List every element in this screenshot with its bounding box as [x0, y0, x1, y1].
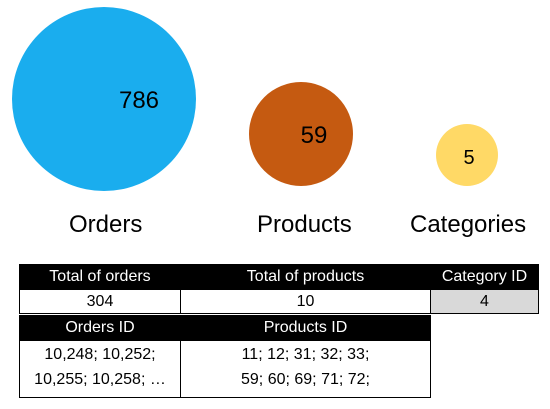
total-orders-header: Total of orders [19, 264, 181, 289]
products-label: Products [257, 211, 352, 238]
orders-bubble [12, 7, 196, 191]
orders-label: Orders [69, 211, 143, 238]
products-bubble [249, 82, 353, 186]
products-id-line-2: 59; 60; 69; 71; 72; [241, 371, 370, 388]
bubble-area: 786 59 5 [12, 7, 498, 191]
categories-value: 5 [463, 147, 474, 169]
categories-bubble [436, 124, 498, 186]
total-products-value: 10 [180, 289, 431, 314]
products-id-header: Products ID [180, 315, 431, 340]
products-id-line-1: 11; 12; 31; 32; 33; [241, 346, 370, 363]
category-id-header: Category ID [430, 264, 539, 289]
categories-label: Categories [410, 211, 527, 238]
orders-id-list: 10,248; 10,252; 10,255; 10,258; … [19, 340, 181, 398]
products-value: 59 [301, 122, 328, 149]
category-id-value: 4 [430, 289, 539, 314]
total-products-header: Total of products [180, 264, 431, 289]
total-orders-value: 304 [19, 289, 181, 314]
orders-id-line-1: 10,248; 10,252; [44, 346, 156, 363]
orders-id-header: Orders ID [19, 315, 181, 340]
orders-value: 786 [119, 87, 159, 114]
products-id-list: 11; 12; 31; 32; 33; 59; 60; 69; 71; 72; [180, 340, 431, 398]
orders-id-line-2: 10,255; 10,258; … [34, 371, 166, 388]
